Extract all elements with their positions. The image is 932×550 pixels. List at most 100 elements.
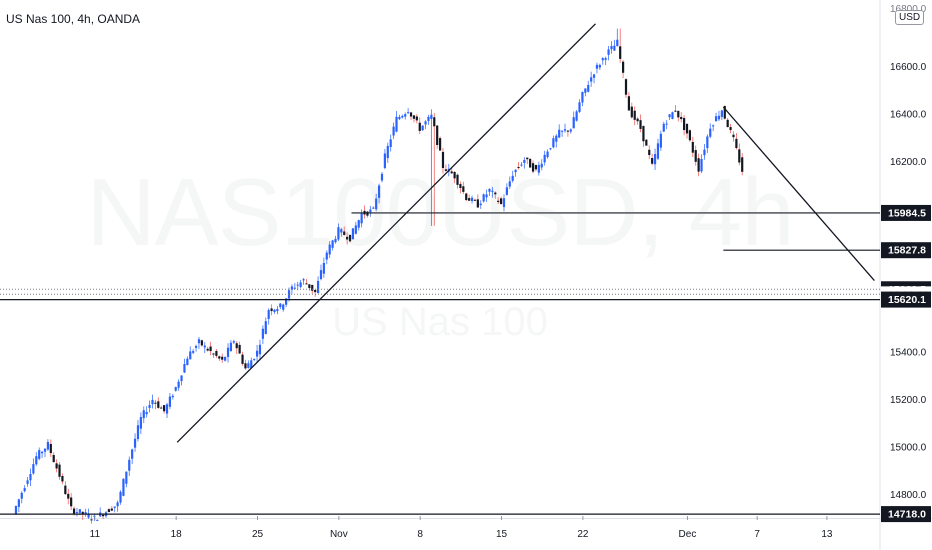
candle-body[interactable] — [680, 116, 683, 120]
candle-body[interactable] — [308, 284, 311, 289]
candle-body[interactable] — [316, 280, 320, 293]
candle-body[interactable] — [703, 149, 706, 156]
candle-body[interactable] — [566, 130, 570, 132]
candle-body[interactable] — [369, 209, 372, 213]
candle-body[interactable] — [636, 118, 639, 122]
candle-body[interactable] — [729, 127, 732, 131]
candle-body[interactable] — [517, 166, 520, 168]
candle-body[interactable] — [67, 493, 70, 499]
candle-body[interactable] — [720, 110, 723, 117]
candle-body[interactable] — [215, 351, 218, 356]
candle-body[interactable] — [212, 353, 215, 355]
candle-body[interactable] — [441, 151, 445, 169]
candle-body[interactable] — [610, 45, 613, 50]
candle-body[interactable] — [107, 509, 111, 513]
candle-body[interactable] — [40, 451, 44, 454]
candle-body[interactable] — [738, 149, 741, 163]
candle-body[interactable] — [366, 211, 369, 216]
candle-body[interactable] — [723, 106, 726, 119]
candle-body[interactable] — [438, 138, 442, 151]
candle-body[interactable] — [499, 198, 503, 205]
price-axis[interactable] — [880, 0, 932, 550]
candle-body[interactable] — [383, 153, 386, 168]
candle-body[interactable] — [61, 476, 64, 482]
candle-body[interactable] — [133, 438, 137, 448]
candle-body[interactable] — [741, 157, 744, 172]
candle-body[interactable] — [418, 122, 421, 131]
candle-body[interactable] — [154, 402, 157, 404]
candle-body[interactable] — [23, 488, 26, 492]
candle-body[interactable] — [148, 405, 151, 408]
candle-body[interactable] — [194, 346, 198, 348]
candle-body[interactable] — [177, 381, 180, 388]
candle-body[interactable] — [14, 506, 18, 514]
candle-body[interactable] — [691, 141, 694, 153]
candle-body[interactable] — [78, 509, 81, 513]
candle-body[interactable] — [276, 309, 279, 312]
candle-body[interactable] — [671, 112, 674, 119]
candle-body[interactable] — [735, 138, 738, 149]
candle-body[interactable] — [581, 91, 584, 103]
candle-body[interactable] — [337, 227, 340, 240]
candle-body[interactable] — [357, 220, 360, 228]
candle-body[interactable] — [456, 174, 459, 185]
candle-body[interactable] — [261, 328, 264, 339]
candle-body[interactable] — [46, 441, 50, 450]
candle-body[interactable] — [305, 283, 308, 285]
candle-body[interactable] — [694, 150, 697, 162]
candle-body[interactable] — [26, 480, 29, 484]
candle-body[interactable] — [235, 343, 238, 349]
candle-body[interactable] — [575, 111, 578, 121]
candle-body[interactable] — [685, 123, 689, 134]
candle-body[interactable] — [110, 508, 113, 511]
candle-body[interactable] — [267, 310, 270, 319]
candle-body[interactable] — [392, 126, 395, 136]
candle-body[interactable] — [717, 115, 721, 120]
candle-body[interactable] — [621, 61, 625, 73]
candle-body[interactable] — [296, 284, 299, 286]
candle-body[interactable] — [232, 341, 235, 343]
candle-body[interactable] — [560, 130, 564, 132]
candle-body[interactable] — [255, 350, 259, 357]
candle-body[interactable] — [697, 158, 700, 172]
candle-body[interactable] — [125, 471, 128, 484]
candle-body[interactable] — [299, 282, 302, 287]
candle-body[interactable] — [706, 136, 709, 149]
candle-body[interactable] — [688, 130, 692, 141]
candle-body[interactable] — [502, 198, 506, 208]
candle-body[interactable] — [209, 346, 212, 352]
candle-body[interactable] — [590, 77, 593, 82]
candle-body[interactable] — [122, 478, 125, 496]
candle-body[interactable] — [488, 188, 491, 192]
candle-body[interactable] — [197, 339, 201, 344]
candle-body[interactable] — [648, 149, 651, 156]
candle-body[interactable] — [139, 417, 142, 429]
candle-body[interactable] — [343, 231, 346, 235]
candle-body[interactable] — [279, 303, 282, 308]
candle-body[interactable] — [401, 115, 404, 118]
candle-body[interactable] — [311, 284, 314, 291]
candle-body[interactable] — [421, 125, 424, 131]
candle-body[interactable] — [119, 491, 122, 503]
candle-body[interactable] — [200, 340, 203, 346]
candle-body[interactable] — [58, 464, 61, 477]
candle-body[interactable] — [32, 464, 35, 474]
candle-body[interactable] — [529, 158, 532, 168]
candle-body[interactable] — [52, 454, 55, 463]
candle-body[interactable] — [287, 290, 291, 299]
candle-body[interactable] — [113, 506, 116, 508]
candle-body[interactable] — [38, 450, 41, 459]
candle-body[interactable] — [346, 236, 349, 240]
candle-body[interactable] — [462, 186, 465, 192]
candle-body[interactable] — [709, 128, 712, 137]
candle-body[interactable] — [683, 117, 686, 131]
candle-body[interactable] — [732, 134, 735, 138]
candle-body[interactable] — [659, 133, 662, 148]
candle-body[interactable] — [619, 46, 622, 59]
candle-body[interactable] — [72, 508, 76, 514]
candle-body[interactable] — [43, 448, 47, 452]
candle-body[interactable] — [81, 511, 84, 515]
candle-body[interactable] — [578, 102, 581, 112]
candle-body[interactable] — [348, 234, 352, 242]
